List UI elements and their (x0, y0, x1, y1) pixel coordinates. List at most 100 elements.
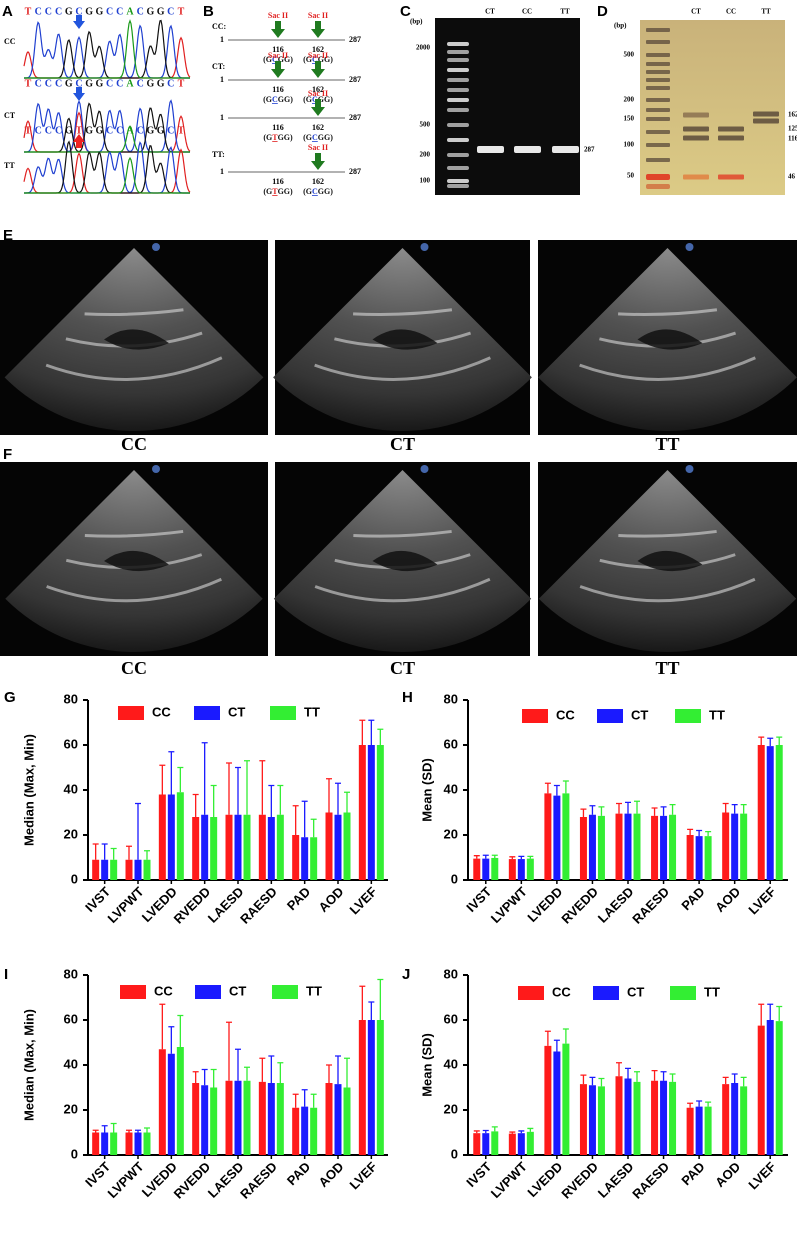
x-tick-label: LVPWT (488, 884, 530, 926)
ladder-band (646, 130, 670, 134)
motif-part: GG) (278, 55, 293, 64)
motif-part: (G (263, 55, 272, 64)
error-bar (660, 1071, 667, 1081)
bar (134, 859, 142, 880)
error-bar (491, 1126, 498, 1132)
panel-label: H (402, 689, 413, 706)
echo-marker (420, 465, 429, 473)
base-letter: G (147, 125, 155, 136)
error-bar (767, 1003, 774, 1020)
bar (669, 814, 677, 880)
bar (482, 858, 490, 880)
bar (757, 745, 765, 880)
error-bar (335, 1055, 341, 1085)
bar (686, 835, 694, 880)
base-letter: C (75, 78, 82, 89)
site-position: 162 (312, 123, 324, 132)
base-letter: T (25, 6, 32, 17)
bar (704, 1106, 712, 1155)
band-label: 162 (788, 111, 797, 119)
error-bar (235, 766, 241, 815)
legend-label: CT (228, 704, 245, 719)
site-motif: (GCGG) (303, 187, 333, 196)
base-letter: T (178, 125, 185, 136)
sample-band (753, 111, 779, 117)
bar (292, 1107, 300, 1155)
legend-swatch (522, 709, 548, 723)
legend-label: CC (152, 704, 171, 719)
error-bar (244, 760, 250, 815)
error-bar (226, 1021, 232, 1081)
ladder-label: 500 (624, 51, 635, 59)
bar (686, 1107, 694, 1155)
ladder-label: 500 (420, 121, 431, 129)
error-bar (731, 803, 738, 814)
error-bar (168, 751, 175, 795)
genotype-label: CT (4, 111, 16, 120)
base-letter: G (65, 78, 73, 89)
error-bar (259, 760, 266, 815)
sample-band (718, 126, 744, 132)
bar (210, 817, 218, 880)
bar (669, 1081, 677, 1155)
bar (544, 1045, 552, 1155)
error-bar (651, 807, 658, 816)
x-tick-label: RAESD (237, 884, 280, 927)
base-letter: T (25, 78, 32, 89)
motif-part: (G (303, 133, 312, 142)
bar (588, 814, 596, 880)
error-bar (776, 736, 783, 745)
ladder-label: 200 (420, 151, 431, 159)
motif-part: GG) (278, 95, 293, 104)
sample-band (683, 126, 709, 132)
y-tick-label: 40 (444, 781, 458, 796)
bar (110, 1132, 118, 1155)
site-position: 162 (312, 177, 324, 186)
legend-label: TT (709, 707, 725, 722)
echo-echo (84, 308, 184, 316)
bar (258, 1081, 266, 1155)
error-bar (359, 985, 366, 1020)
band-label: 287 (584, 146, 595, 154)
band-label: 46 (788, 173, 796, 181)
echo-echo (353, 308, 453, 316)
bar (633, 813, 641, 880)
error-bar (268, 784, 275, 817)
ladder-band (646, 53, 670, 57)
error-bar (758, 1003, 765, 1026)
panel-label: E (3, 227, 13, 244)
site-motif: (GTGG) (263, 187, 293, 196)
error-bar (553, 1039, 560, 1052)
bar (92, 859, 100, 880)
legend-label: TT (304, 704, 320, 719)
echo-chamber (637, 550, 703, 572)
echo-marker (685, 465, 694, 473)
motif-part: T (272, 187, 278, 196)
bar (167, 1053, 175, 1155)
bar (143, 859, 151, 880)
x-tick-label: LVPWT (104, 1159, 146, 1201)
chromatogram-trace (24, 99, 190, 153)
legend-swatch (195, 985, 221, 999)
error-bar (101, 843, 108, 860)
legend-label: CC (154, 983, 173, 998)
map-end: 287 (349, 167, 361, 176)
map-end: 287 (349, 113, 361, 122)
y-tick-label: 60 (444, 1011, 458, 1026)
legend-label: CT (631, 707, 648, 722)
error-bar (687, 1102, 694, 1108)
bar (343, 812, 351, 880)
base-letter: C (55, 6, 62, 17)
gel-unit: (bp) (410, 18, 423, 26)
bar (310, 837, 318, 880)
bar (101, 1132, 109, 1155)
bar (579, 1084, 587, 1155)
error-bar (705, 1101, 712, 1107)
error-bar (482, 854, 489, 859)
error-bar (767, 737, 774, 747)
y-tick-label: 80 (64, 691, 78, 706)
ladder-band (646, 174, 670, 180)
bar (234, 814, 242, 880)
bar (722, 1084, 730, 1155)
bar (167, 794, 175, 880)
